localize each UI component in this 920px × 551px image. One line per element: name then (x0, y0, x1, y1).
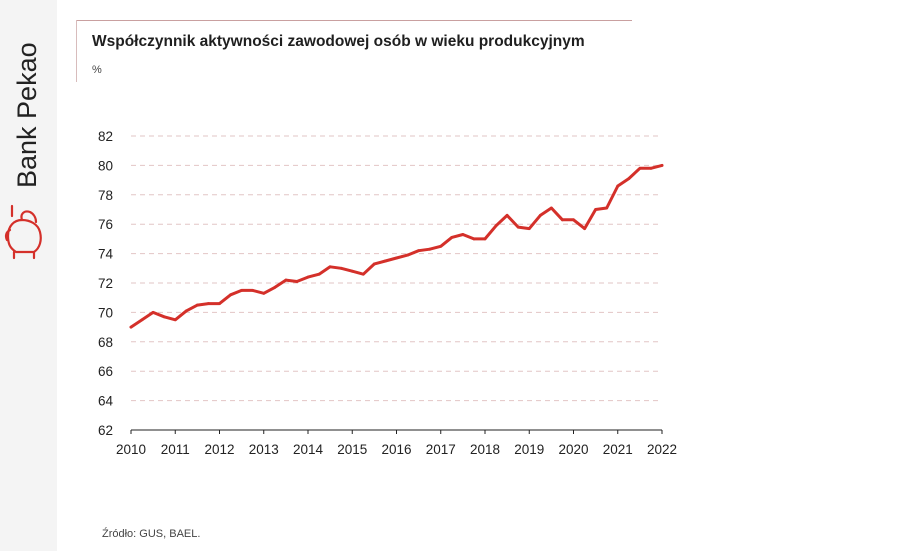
data-point (395, 256, 398, 260)
data-point (140, 318, 144, 322)
x-tick-label: 2016 (381, 442, 411, 457)
data-point (306, 275, 310, 279)
data-point (538, 213, 542, 217)
x-tick-label: 2022 (647, 442, 677, 457)
data-point (339, 266, 343, 270)
data-point (594, 208, 598, 211)
x-tick-label: 2021 (603, 442, 633, 457)
data-point (317, 272, 321, 276)
data-point (251, 288, 255, 292)
data-point (660, 164, 664, 167)
y-tick-label: 80 (98, 158, 113, 173)
data-point (129, 325, 133, 329)
data-point (350, 269, 354, 273)
y-tick-label: 82 (98, 129, 113, 144)
data-point (583, 227, 586, 231)
data-point (184, 309, 188, 313)
data-point (649, 166, 653, 170)
data-point (461, 233, 465, 236)
data-point (162, 315, 166, 319)
source-note: Źródło: GUS, BAEL. (102, 528, 201, 540)
x-tick-label: 2014 (293, 442, 324, 457)
y-tick-label: 76 (98, 217, 113, 232)
data-point (428, 247, 432, 251)
bison-icon (4, 204, 42, 260)
data-point (505, 213, 509, 217)
data-point (549, 206, 553, 210)
data-point (151, 311, 155, 314)
data-point (516, 225, 520, 229)
x-tick-label: 2017 (426, 442, 456, 457)
data-point (295, 280, 299, 283)
x-tick-label: 2013 (249, 442, 279, 457)
x-tick-label: 2011 (161, 442, 190, 457)
data-point (173, 318, 177, 322)
series-line (129, 163, 664, 329)
data-point (572, 218, 575, 222)
data-point (527, 227, 531, 231)
data-point (218, 302, 221, 305)
data-point (229, 293, 232, 297)
y-tick-label: 68 (98, 335, 113, 350)
y-tick-label: 66 (98, 364, 113, 379)
data-point (372, 262, 376, 266)
data-point (262, 291, 266, 295)
y-tick-label: 64 (98, 394, 114, 409)
data-point (605, 206, 609, 210)
unit-label: % (92, 64, 102, 76)
data-point (638, 166, 642, 170)
data-point (483, 237, 487, 241)
brand-wordmark: Bank Pekao (12, 42, 42, 188)
data-point (616, 184, 620, 188)
x-tick-label: 2019 (514, 442, 544, 457)
y-tick-label: 62 (98, 423, 113, 438)
data-point (439, 244, 443, 248)
title-rule-vertical (76, 20, 77, 82)
y-tick-label: 78 (98, 188, 113, 203)
data-point (494, 224, 498, 228)
bank-pekao-logo: Bank Pekao (4, 42, 42, 260)
chart-title: Współczynnik aktywności zawodowej osób w… (92, 33, 585, 50)
data-point (472, 237, 476, 241)
data-point (207, 302, 210, 305)
title-rule (76, 20, 632, 21)
x-tick-label: 2010 (116, 442, 146, 457)
x-tick-label: 2015 (337, 442, 367, 457)
data-point (284, 278, 288, 282)
data-point (417, 249, 421, 253)
data-point (240, 288, 244, 292)
data-point (195, 303, 199, 307)
data-point (406, 253, 409, 257)
y-tick-label: 70 (98, 305, 113, 320)
data-point (450, 236, 454, 239)
x-tick-label: 2012 (204, 442, 234, 457)
data-point (384, 259, 387, 263)
y-tick-label: 72 (98, 276, 113, 291)
data-point (328, 265, 332, 269)
data-point (627, 177, 631, 181)
x-tick-label: 2018 (470, 442, 500, 457)
data-point (561, 218, 564, 222)
brand-sidebar (0, 0, 57, 551)
data-point (273, 286, 277, 289)
data-point (361, 272, 365, 276)
x-tick-label: 2020 (558, 442, 588, 457)
y-tick-label: 74 (98, 247, 114, 262)
